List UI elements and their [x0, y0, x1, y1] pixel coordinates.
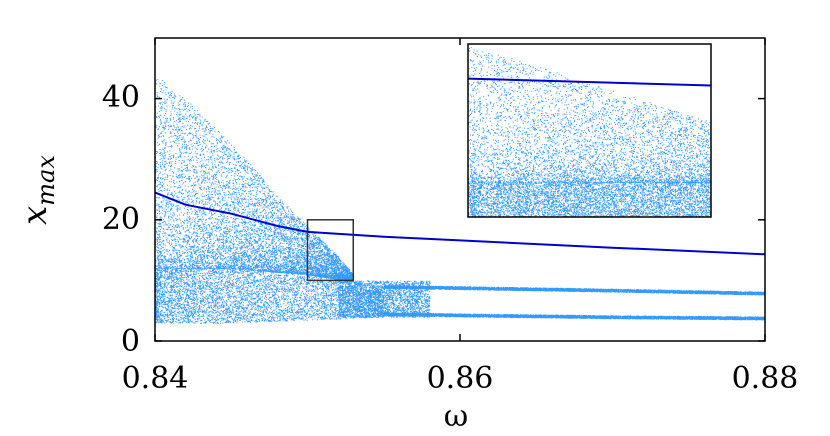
svg-text:xmax: xmax — [15, 155, 60, 225]
ytick-label-20: 20 — [102, 202, 140, 237]
inset-plot — [468, 44, 712, 218]
y-axis-label-main: x — [15, 206, 55, 225]
ytick-label-0: 0 — [121, 324, 140, 359]
y-axis-label-subscript: max — [32, 155, 60, 206]
xtick-label-086: 0.86 — [427, 361, 494, 396]
x-axis-label: ω — [444, 399, 468, 434]
y-axis-label: xmax — [15, 155, 60, 225]
xtick-label-088: 0.88 — [732, 361, 799, 396]
ytick-label-40: 40 — [102, 80, 140, 115]
xtick-label-084: 0.84 — [122, 361, 189, 396]
